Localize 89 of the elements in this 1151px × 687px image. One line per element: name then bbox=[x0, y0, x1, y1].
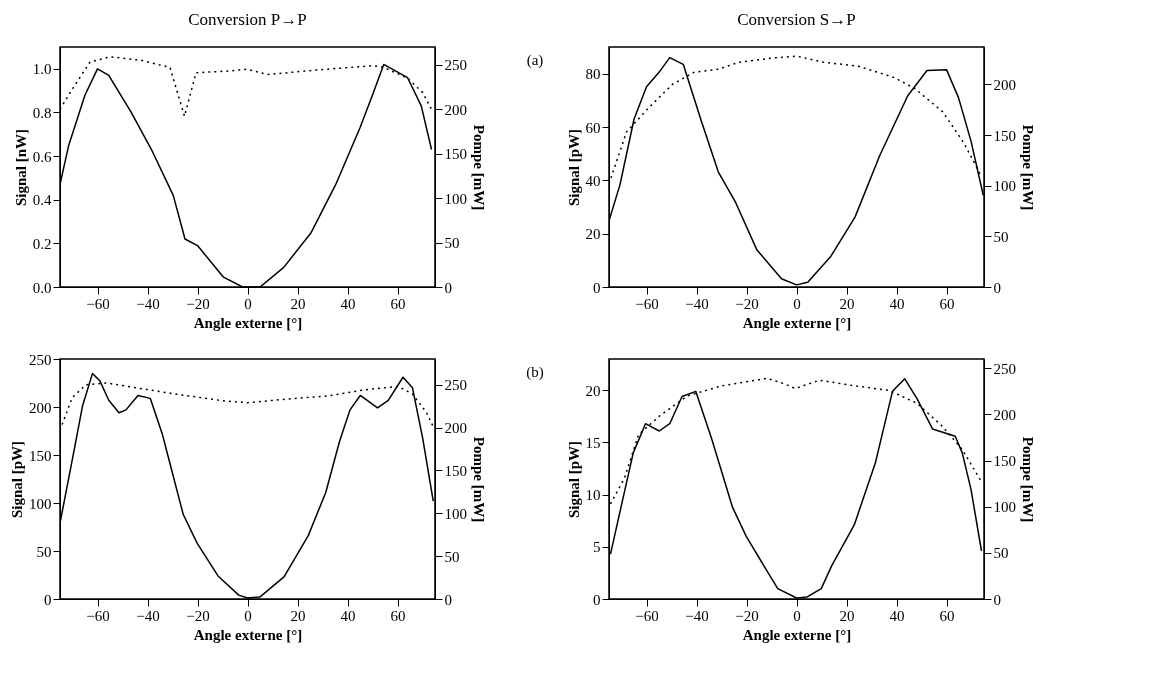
x-tick-label: 60 bbox=[939, 295, 955, 312]
y2-tick-label: 0 bbox=[993, 591, 1001, 608]
y-axis-title: Signal [pW] bbox=[9, 440, 25, 519]
y-tick-label: 0.8 bbox=[32, 104, 52, 121]
y-tick-label: 40 bbox=[585, 172, 601, 189]
x-tick-label: −40 bbox=[136, 295, 160, 312]
text: (a) bbox=[526, 52, 544, 69]
y2-axis-title: Pompe [mW] bbox=[471, 436, 487, 523]
y2-tick-label: 250 bbox=[444, 57, 467, 74]
y-tick-label: 1.0 bbox=[32, 61, 52, 78]
y2-axis-title: Pompe [mW] bbox=[1020, 436, 1036, 523]
x-axis-title: Angle externe [°] bbox=[742, 314, 852, 331]
y-axis-title: Signal [pW] bbox=[565, 128, 582, 207]
y-tick-label: 50 bbox=[36, 543, 52, 560]
x-tick-label: −60 bbox=[635, 607, 659, 624]
y2-tick-label: 50 bbox=[993, 228, 1009, 245]
y-tick-label: 0.4 bbox=[32, 192, 52, 209]
y2-tick-label: 100 bbox=[993, 499, 1016, 516]
y2-tick-label: 150 bbox=[993, 127, 1016, 144]
y2-axis-title: Pompe [mW] bbox=[471, 124, 487, 211]
x-tick-label: 60 bbox=[390, 295, 406, 312]
y2-tick-label: 200 bbox=[993, 76, 1016, 93]
y2-tick-label: 150 bbox=[444, 146, 467, 163]
x-tick-label: 40 bbox=[889, 295, 905, 312]
x-tick-label: −60 bbox=[635, 295, 659, 312]
text: (b) bbox=[526, 364, 544, 381]
y-tick-label: 0 bbox=[593, 591, 601, 608]
y-tick-label: 15 bbox=[585, 434, 601, 451]
y2-tick-label: 150 bbox=[993, 453, 1016, 470]
y-tick-label: 80 bbox=[585, 66, 601, 83]
x-tick-label: 0 bbox=[244, 607, 252, 624]
y-tick-label: 60 bbox=[585, 119, 601, 136]
x-tick-label: 20 bbox=[290, 607, 306, 624]
x-axis-title: Angle externe [°] bbox=[193, 626, 303, 643]
y2-axis-title: Pompe [mW] bbox=[1020, 124, 1036, 211]
x-tick-label: 60 bbox=[390, 607, 406, 624]
x-tick-label: 0 bbox=[793, 295, 801, 312]
y2-tick-label: 200 bbox=[993, 406, 1016, 423]
y2-tick-label: 250 bbox=[444, 377, 467, 394]
x-tick-label: 60 bbox=[939, 607, 955, 624]
y2-tick-label: 50 bbox=[444, 235, 460, 252]
y-tick-label: 150 bbox=[29, 447, 52, 464]
y2-tick-label: 100 bbox=[444, 505, 467, 522]
y2-tick-label: 100 bbox=[444, 190, 467, 207]
y-tick-label: 200 bbox=[29, 399, 52, 416]
x-axis-title: Angle externe [°] bbox=[742, 626, 852, 643]
chart-title: Conversion S→P bbox=[737, 10, 856, 29]
y-tick-label: 10 bbox=[585, 487, 601, 504]
y-tick-label: 100 bbox=[29, 495, 52, 512]
y-tick-label: 0.0 bbox=[32, 279, 52, 296]
y2-tick-label: 200 bbox=[444, 101, 467, 118]
x-tick-label: −20 bbox=[186, 607, 210, 624]
chart-title: Conversion P→P bbox=[188, 10, 307, 29]
x-tick-label: 0 bbox=[244, 295, 252, 312]
x-tick-label: −60 bbox=[86, 607, 110, 624]
x-tick-label: −60 bbox=[86, 295, 110, 312]
y2-tick-label: 0 bbox=[444, 279, 452, 296]
y-tick-label: 5 bbox=[593, 539, 601, 556]
y2-tick-label: 100 bbox=[993, 178, 1016, 195]
x-tick-label: 0 bbox=[793, 607, 801, 624]
y2-tick-label: 50 bbox=[444, 548, 460, 565]
y-tick-label: 0 bbox=[44, 591, 52, 608]
y-tick-label: 20 bbox=[585, 226, 601, 243]
x-tick-label: −20 bbox=[186, 295, 210, 312]
x-tick-label: 20 bbox=[839, 607, 855, 624]
y2-tick-label: 150 bbox=[444, 462, 467, 479]
x-tick-label: 40 bbox=[340, 607, 356, 624]
y-tick-label: 250 bbox=[29, 351, 52, 368]
y2-tick-label: 0 bbox=[444, 591, 452, 608]
x-tick-label: −20 bbox=[735, 295, 759, 312]
x-tick-label: 20 bbox=[290, 295, 306, 312]
x-tick-label: 20 bbox=[839, 295, 855, 312]
y2-tick-label: 50 bbox=[993, 545, 1009, 562]
x-axis-title: Angle externe [°] bbox=[193, 314, 303, 331]
y-axis-title: Signal [pW] bbox=[565, 440, 582, 519]
y2-tick-label: 250 bbox=[993, 360, 1016, 377]
x-tick-label: −40 bbox=[685, 607, 709, 624]
y-tick-label: 0.6 bbox=[32, 148, 52, 165]
y-axis-title: Signal [nW] bbox=[12, 128, 29, 207]
y2-tick-label: 0 bbox=[993, 279, 1001, 296]
x-tick-label: 40 bbox=[340, 295, 356, 312]
x-tick-label: −40 bbox=[136, 607, 160, 624]
y-tick-label: 0.2 bbox=[32, 235, 52, 252]
x-tick-label: 40 bbox=[889, 607, 905, 624]
x-tick-label: −40 bbox=[685, 295, 709, 312]
x-tick-label: −20 bbox=[735, 607, 759, 624]
y2-tick-label: 200 bbox=[444, 420, 467, 437]
y-tick-label: 20 bbox=[585, 382, 601, 399]
y-tick-label: 0 bbox=[593, 279, 601, 296]
